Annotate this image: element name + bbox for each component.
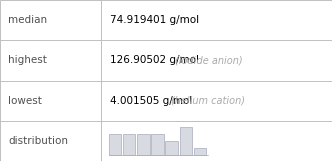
Text: lowest: lowest (8, 96, 42, 106)
Text: 126.90502 g/mol: 126.90502 g/mol (110, 55, 199, 65)
Bar (123, 134, 135, 155)
Bar (180, 127, 192, 155)
Text: distribution: distribution (8, 136, 68, 146)
Text: 74.919401 g/mol: 74.919401 g/mol (110, 15, 199, 25)
Text: (helium cation): (helium cation) (171, 96, 245, 106)
Bar (137, 134, 149, 155)
Text: median: median (8, 15, 47, 25)
Text: highest: highest (8, 55, 47, 65)
Bar (151, 134, 164, 155)
Text: (iodide anion): (iodide anion) (175, 55, 242, 65)
Text: 4.001505 g/mol: 4.001505 g/mol (110, 96, 192, 106)
Bar (109, 134, 121, 155)
Bar (165, 141, 178, 155)
Bar (194, 148, 207, 155)
